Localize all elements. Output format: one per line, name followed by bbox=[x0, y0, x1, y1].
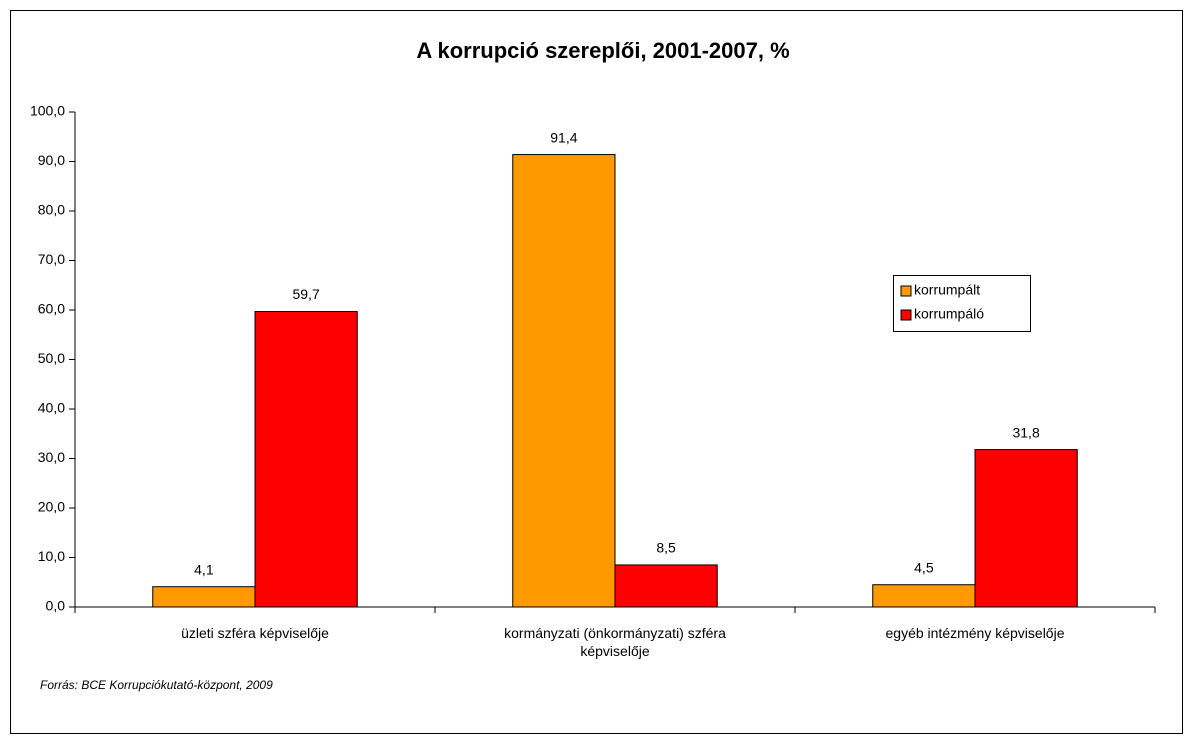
x-tick-label: kormányzati (önkormányzati) szféra képvi… bbox=[504, 625, 726, 659]
y-tick-label: 30,0 bbox=[38, 449, 65, 465]
value-label: 91,4 bbox=[550, 129, 577, 145]
bar bbox=[512, 154, 616, 608]
value-label: 4,1 bbox=[194, 561, 214, 577]
y-tick-label: 10,0 bbox=[38, 548, 65, 564]
y-tick-label: 0,0 bbox=[46, 598, 66, 614]
legend-swatch bbox=[900, 285, 912, 297]
value-label: 31,8 bbox=[1012, 424, 1039, 440]
bar bbox=[152, 586, 256, 608]
legend-label: korrumpáló bbox=[914, 306, 984, 322]
value-label: 59,7 bbox=[292, 286, 319, 302]
x-tick-label: üzleti szféra képviselője bbox=[181, 625, 329, 641]
y-tick-label: 70,0 bbox=[38, 251, 65, 267]
y-tick-label: 100,0 bbox=[30, 103, 65, 119]
source-note: Forrás: BCE Korrupciókutató-központ, 200… bbox=[40, 678, 273, 692]
value-label: 4,5 bbox=[914, 559, 934, 575]
bar bbox=[974, 449, 1078, 608]
bar bbox=[254, 310, 358, 608]
y-tick-label: 90,0 bbox=[38, 152, 65, 168]
legend-swatch bbox=[900, 309, 912, 321]
bar bbox=[872, 584, 976, 608]
y-tick-label: 50,0 bbox=[38, 350, 65, 366]
x-tick-label: egyéb intézmény képviselője bbox=[885, 625, 1065, 641]
chart-title: A korrupció szereplői, 2001-2007, % bbox=[416, 38, 789, 63]
y-tick-label: 60,0 bbox=[38, 301, 65, 317]
y-tick-label: 40,0 bbox=[38, 400, 65, 416]
bar bbox=[614, 564, 718, 608]
legend-box bbox=[893, 275, 1031, 332]
y-tick-label: 20,0 bbox=[38, 499, 65, 515]
value-label: 8,5 bbox=[656, 540, 676, 556]
y-tick-label: 80,0 bbox=[38, 202, 65, 218]
legend-label: korrumpált bbox=[914, 282, 980, 298]
